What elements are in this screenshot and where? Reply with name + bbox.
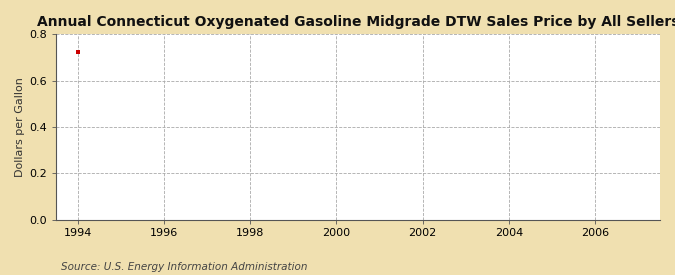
Title: Annual Connecticut Oxygenated Gasoline Midgrade DTW Sales Price by All Sellers: Annual Connecticut Oxygenated Gasoline M… — [36, 15, 675, 29]
Y-axis label: Dollars per Gallon: Dollars per Gallon — [15, 77, 25, 177]
Text: Source: U.S. Energy Information Administration: Source: U.S. Energy Information Administ… — [61, 262, 307, 272]
